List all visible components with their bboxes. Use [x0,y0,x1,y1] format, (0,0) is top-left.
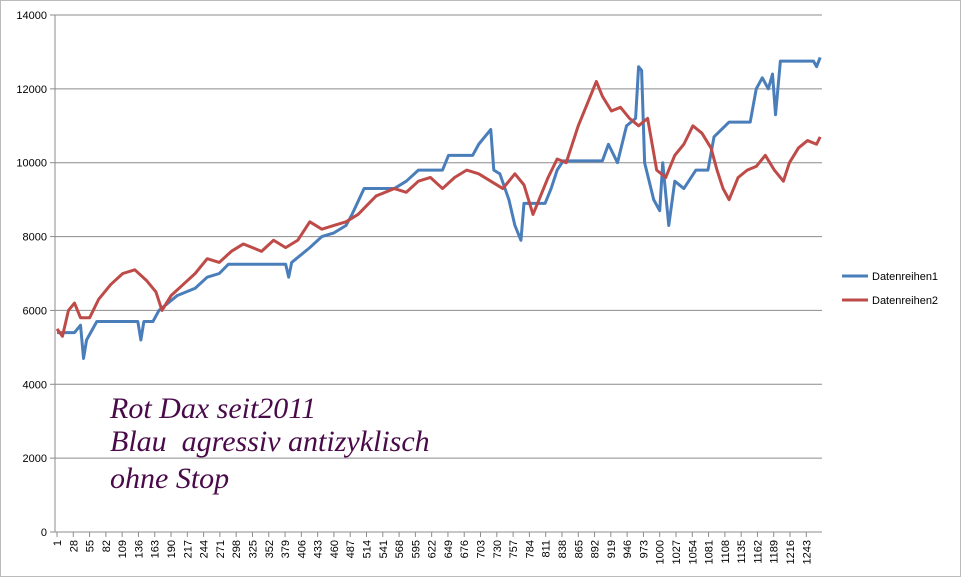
x-tick-label: 1135 [736,540,748,564]
x-tick-label: 1162 [752,540,764,564]
x-tick-label: 82 [101,540,113,552]
y-tick-label: 0 [41,527,47,539]
x-tick-label: 325 [247,540,259,558]
series-line [55,79,822,338]
x-tick-label: 865 [573,540,585,558]
x-tick-label: 649 [443,540,455,558]
legend-label: Datenreihen1 [872,271,938,283]
x-tick-label: 1243 [801,540,813,564]
x-tick-label: 946 [622,540,634,558]
x-tick-label: 919 [606,540,618,558]
x-tick-label: 1189 [769,540,781,564]
x-tick-label: 190 [166,540,178,558]
x-tick-label: 703 [476,540,488,558]
x-tick-label: 271 [215,540,227,558]
x-tick-label: 136 [133,540,145,558]
x-tick-label: 244 [199,540,211,558]
y-tick-label: 6000 [23,305,47,317]
y-tick-label: 14000 [16,10,47,22]
x-tick-label: 541 [378,540,390,558]
x-tick-label: 568 [394,540,406,558]
y-tick-label: 4000 [23,379,47,391]
x-tick-label: 487 [345,540,357,558]
series-line [57,56,822,360]
x-tick-label: 163 [150,540,162,558]
x-tick-label: 352 [264,540,276,558]
x-tick-label: 730 [492,540,504,558]
x-tick-label: 109 [117,540,129,558]
x-tick-label: 514 [361,540,373,558]
x-tick-label: 379 [280,540,292,558]
y-tick-label: 12000 [16,84,47,96]
y-tick-label: 2000 [23,453,47,465]
annotation: Rot Dax seit2011 [109,392,316,425]
x-tick-label: 1 [52,540,64,546]
x-tick-label: 595 [410,540,422,558]
x-tick-label: 433 [313,540,325,558]
x-tick-label: 973 [638,540,650,558]
x-tick-label: 838 [557,540,569,558]
x-tick-label: 811 [541,540,553,558]
x-tick-label: 55 [85,540,97,552]
legend-label: Datenreihen2 [872,295,938,307]
y-tick-label: 10000 [16,158,47,170]
x-tick-label: 892 [590,540,602,558]
x-tick-label: 622 [427,540,439,558]
x-tick-label: 460 [329,540,341,558]
x-tick-label: 1216 [785,540,797,564]
x-tick-label: 28 [68,540,80,552]
x-tick-label: 1054 [687,540,699,564]
x-tick-label: 1108 [720,540,732,564]
x-tick-label: 298 [231,540,243,558]
annotation: ohne Stop [110,462,229,495]
x-tick-label: 676 [459,540,471,558]
x-tick-label: 1081 [704,540,716,564]
annotation: Blau agressiv antizyklisch [110,425,430,458]
x-tick-label: 1000 [655,540,667,564]
y-tick-label: 8000 [23,232,47,244]
x-tick-label: 757 [508,540,520,558]
x-tick-label: 784 [524,540,536,558]
x-tick-label: 406 [296,540,308,558]
x-tick-label: 1027 [671,540,683,564]
x-tick-label: 217 [182,540,194,558]
